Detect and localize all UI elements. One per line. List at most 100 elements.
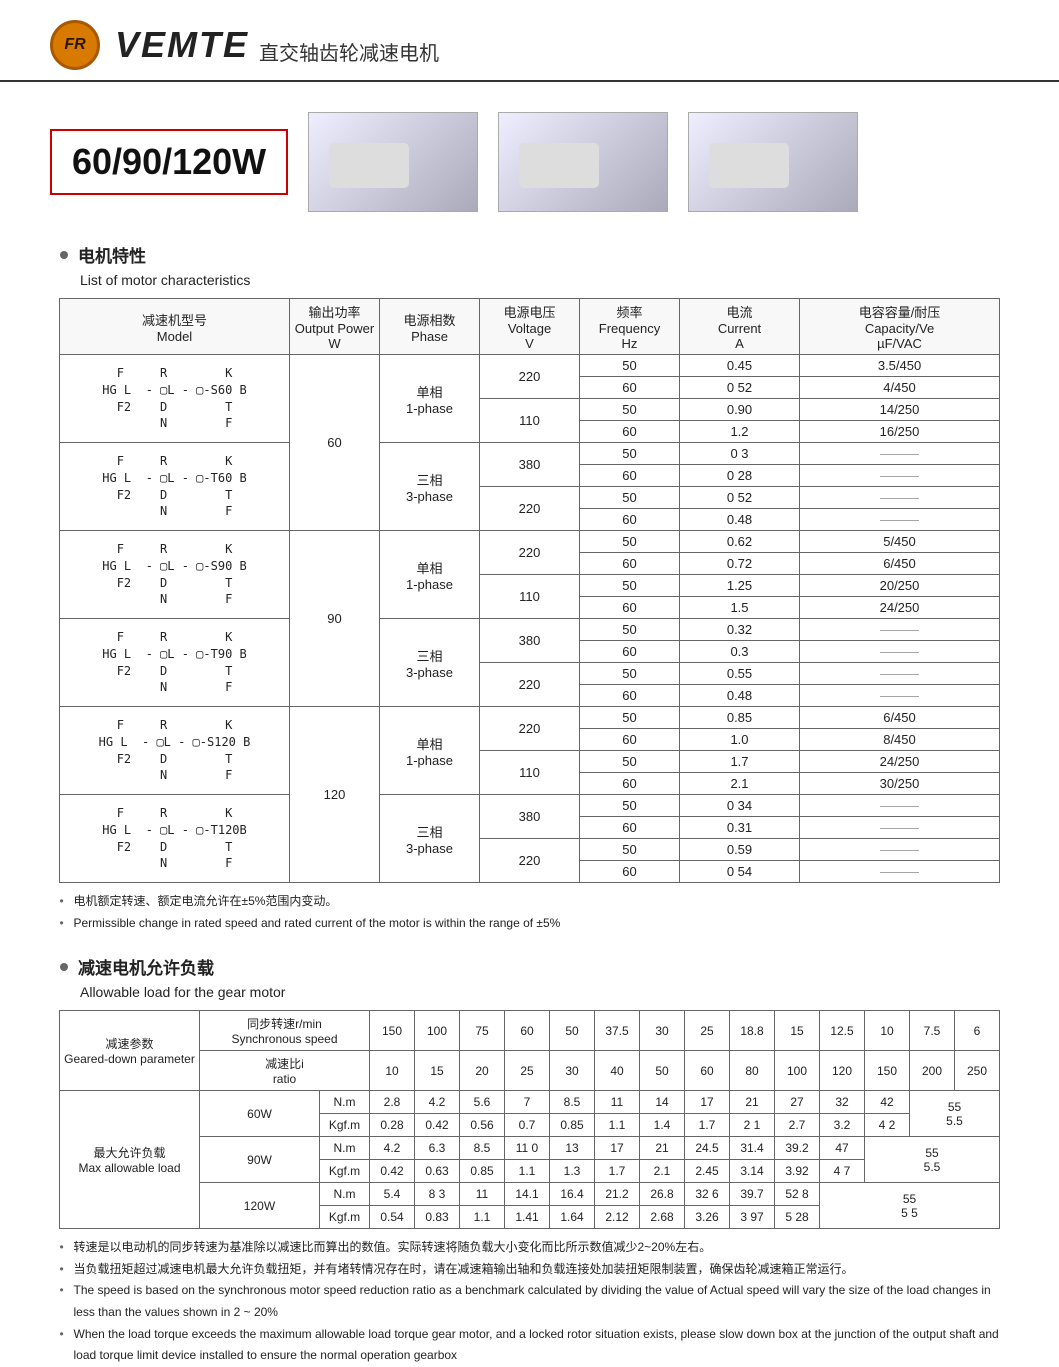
current-cell: 0 52 (680, 377, 800, 399)
load-value-cell: 4.2 (415, 1091, 460, 1114)
load-value-cell: 21 (640, 1137, 685, 1160)
ratio-cell: 50 (640, 1051, 685, 1091)
load-value-cell: 8.5 (550, 1091, 595, 1114)
load-value-cell: 555.5 (910, 1091, 1000, 1137)
speed-cell: 150 (370, 1011, 415, 1051)
current-cell: 0.48 (680, 685, 800, 707)
col-power: 输出功率Output PowerW (290, 299, 380, 355)
motor-characteristics-table: 减速机型号Model 输出功率Output PowerW 电源相数Phase 电… (59, 298, 1000, 883)
speed-cell: 10 (865, 1011, 910, 1051)
capacity-cell: ——— (800, 795, 1000, 817)
load-value-cell: 0.42 (415, 1114, 460, 1137)
ratio-cell: 250 (955, 1051, 1000, 1091)
load-value-cell: 32 6 (685, 1183, 730, 1206)
capacity-cell: ——— (800, 817, 1000, 839)
table-row: F R KHG L - ▢L - ▢-S60 BF2 D T N F60单相1-… (60, 355, 1000, 377)
ratio-cell: 40 (595, 1051, 640, 1091)
capacity-cell: ——— (800, 443, 1000, 465)
load-value-cell: 0.85 (550, 1114, 595, 1137)
load-value-cell: 555.5 (865, 1137, 1000, 1183)
freq-cell: 50 (580, 707, 680, 729)
capacity-cell: ——— (800, 839, 1000, 861)
freq-cell: 60 (580, 729, 680, 751)
product-image-1 (308, 112, 478, 212)
table-row: 减速参数Geared-down parameter同步转速r/minSynchr… (59, 1011, 999, 1051)
load-value-cell: 3.2 (820, 1114, 865, 1137)
unit-cell: N.m (319, 1137, 369, 1160)
ratio-cell: 20 (460, 1051, 505, 1091)
voltage-cell: 380 (480, 619, 580, 663)
current-cell: 0.72 (680, 553, 800, 575)
table-row: F R KHG L - ▢L - ▢-T120BF2 D T N F三相3-ph… (60, 795, 1000, 817)
load-value-cell: 0.85 (460, 1160, 505, 1183)
model-cell: F R KHG L - ▢L - ▢-T90 BF2 D T N F (60, 619, 290, 707)
current-cell: 0.31 (680, 817, 800, 839)
voltage-cell: 110 (480, 751, 580, 795)
allowable-load-table: 减速参数Geared-down parameter同步转速r/minSynchr… (59, 1010, 1000, 1229)
current-cell: 1.7 (680, 751, 800, 773)
load-value-cell: 2 1 (730, 1114, 775, 1137)
load-value-cell: 11 (595, 1091, 640, 1114)
load-value-cell: 0.42 (370, 1160, 415, 1183)
phase-cell: 单相1-phase (380, 531, 480, 619)
load-value-cell: 1.64 (550, 1206, 595, 1229)
title-row: 60/90/120W (0, 82, 1059, 222)
capacity-cell: ——— (800, 465, 1000, 487)
load-value-cell: 1.41 (505, 1206, 550, 1229)
col-current: 电流CurrentA (680, 299, 800, 355)
freq-cell: 50 (580, 487, 680, 509)
table-row: F R KHG L - ▢L - ▢-T90 BF2 D T N F三相3-ph… (60, 619, 1000, 641)
ratio-header: 减速比iratio (199, 1051, 369, 1091)
current-cell: 0.85 (680, 707, 800, 729)
voltage-cell: 220 (480, 663, 580, 707)
phase-cell: 三相3-phase (380, 443, 480, 531)
current-cell: 0.45 (680, 355, 800, 377)
capacity-cell: 30/250 (800, 773, 1000, 795)
freq-cell: 50 (580, 751, 680, 773)
load-value-cell: 11 (460, 1183, 505, 1206)
load-value-cell: 27 (775, 1091, 820, 1114)
freq-cell: 50 (580, 575, 680, 597)
table-row: 最大允许负载Max allowable load60WN.m2.84.25.67… (59, 1091, 999, 1114)
load-value-cell: 4 7 (820, 1160, 865, 1183)
freq-cell: 50 (580, 663, 680, 685)
freq-cell: 60 (580, 553, 680, 575)
freq-cell: 60 (580, 421, 680, 443)
load-value-cell: 42 (865, 1091, 910, 1114)
brand-name: VEMTE (115, 24, 249, 66)
load-value-cell: 3.26 (685, 1206, 730, 1229)
current-cell: 0.55 (680, 663, 800, 685)
current-cell: 0 52 (680, 487, 800, 509)
load-value-cell: 0.56 (460, 1114, 505, 1137)
note-item: When the load torque exceeds the maximum… (60, 1324, 1000, 1367)
section2-heading: 减速电机允许负载 (0, 934, 1059, 984)
unit-cell: N.m (319, 1183, 369, 1206)
ratio-cell: 25 (505, 1051, 550, 1091)
load-value-cell: 21.2 (595, 1183, 640, 1206)
product-title: 60/90/120W (50, 129, 288, 195)
ratio-cell: 120 (820, 1051, 865, 1091)
load-value-cell: 39.2 (775, 1137, 820, 1160)
current-cell: 1.25 (680, 575, 800, 597)
section2-title: 减速电机允许负载 (78, 954, 214, 979)
ratio-cell: 200 (910, 1051, 955, 1091)
current-cell: 0.59 (680, 839, 800, 861)
load-value-cell: 14.1 (505, 1183, 550, 1206)
load-value-cell: 5 28 (775, 1206, 820, 1229)
current-cell: 0.62 (680, 531, 800, 553)
freq-cell: 60 (580, 597, 680, 619)
load-value-cell: 1.1 (460, 1206, 505, 1229)
load-value-cell: 555 5 (820, 1183, 1000, 1229)
unit-cell: N.m (319, 1091, 369, 1114)
freq-cell: 60 (580, 861, 680, 883)
speed-cell: 37.5 (595, 1011, 640, 1051)
load-value-cell: 1.7 (595, 1160, 640, 1183)
load-value-cell: 0.83 (415, 1206, 460, 1229)
load-value-cell: 1.3 (550, 1160, 595, 1183)
current-cell: 0 34 (680, 795, 800, 817)
unit-cell: Kgf.m (319, 1206, 369, 1229)
voltage-cell: 220 (480, 839, 580, 883)
current-cell: 1.2 (680, 421, 800, 443)
current-cell: 1.0 (680, 729, 800, 751)
freq-cell: 50 (580, 399, 680, 421)
